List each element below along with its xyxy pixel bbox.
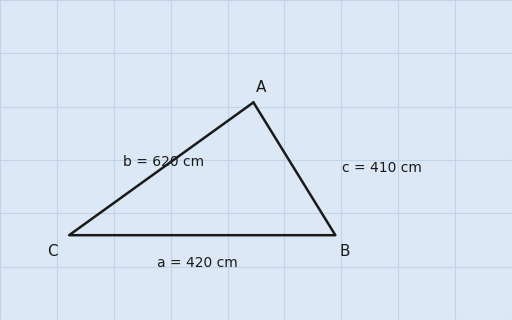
Text: C: C [48,244,58,259]
Text: b = 620 cm: b = 620 cm [123,155,204,169]
Text: c = 410 cm: c = 410 cm [342,161,422,175]
Text: a = 420 cm: a = 420 cm [157,256,238,270]
Text: B: B [339,244,350,259]
Text: A: A [256,81,266,95]
